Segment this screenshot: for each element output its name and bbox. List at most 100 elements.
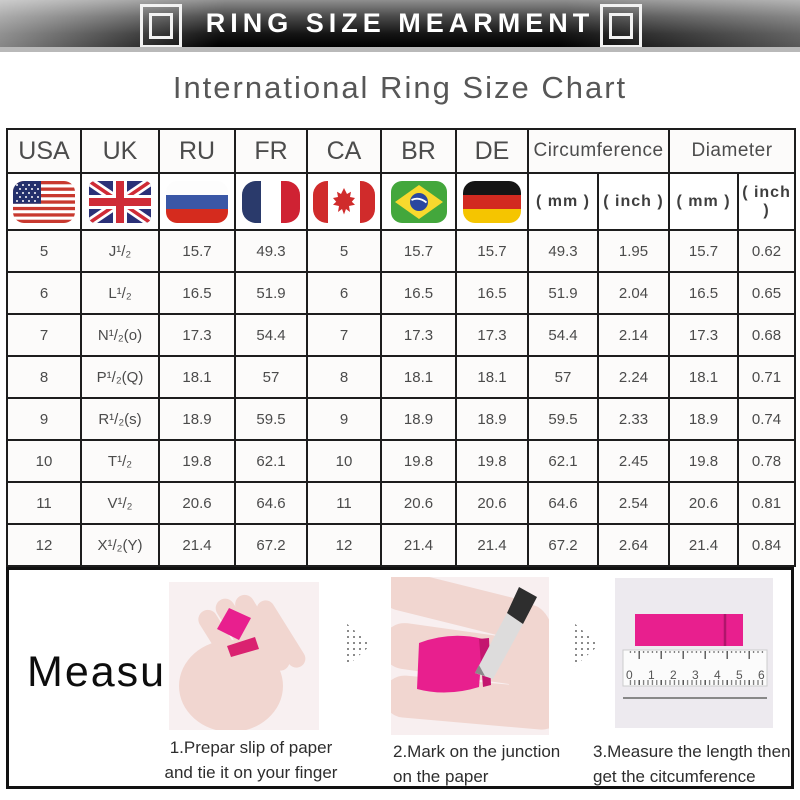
size-table-row: 5 J¹/₂ 15.7 49.3 5 15.7 15.7 49.3 1.95 1…: [6, 229, 797, 273]
pen-marking-junction-icon: [391, 577, 549, 735]
fr-size-cell: 62.1: [234, 439, 308, 483]
circumference-inch-cell: 2.64: [596, 523, 671, 567]
square-ornament-icon: [600, 4, 642, 48]
step3-caption-line1: 3.Measure the length then: [593, 742, 791, 761]
diameter-inch-cell: 0.65: [737, 271, 797, 315]
measure-instructions-box: Measure: [6, 567, 794, 789]
size-table-row: 8 P¹/₂(Q) 18.1 57 8 18.1 18.1 57 2.24 18…: [6, 355, 797, 399]
ca-size-cell: 8: [306, 355, 382, 399]
circumference-inch-cell: 2.45: [596, 439, 671, 483]
circumference-mm-cell: 57: [527, 355, 599, 399]
size-table-row: 11 V¹/₂ 20.6 64.6 11 20.6 20.6 64.6 2.54…: [6, 481, 797, 525]
fr-size-cell: 64.6: [234, 481, 308, 525]
diameter-mm-cell: 15.7: [668, 229, 740, 273]
canada-flag-cell: [306, 172, 382, 231]
step2-photo: [391, 577, 549, 735]
col-header-uk: UK: [80, 128, 160, 174]
uk-flag-icon: [89, 180, 151, 223]
canada-flag-icon: [313, 180, 375, 223]
size-table-row: 12 X¹/₂(Y) 21.4 67.2 12 21.4 21.4 67.2 2…: [6, 523, 797, 567]
diameter-mm-cell: 20.6: [668, 481, 740, 525]
br-size-cell: 19.8: [380, 439, 457, 483]
fr-size-cell: 59.5: [234, 397, 308, 441]
br-size-cell: 18.1: [380, 355, 457, 399]
brazil-flag-icon: [390, 180, 447, 223]
ru-size-cell: 21.4: [158, 523, 236, 567]
banner-title: RING SIZE MEARMENT: [205, 8, 595, 38]
circumference-inch-cell: 2.33: [596, 397, 671, 441]
ring-size-table: USA UK RU FR CA BR DE Circumference Diam…: [6, 128, 797, 567]
uk-size-cell: N¹/₂(o): [80, 313, 160, 357]
circumference-inch-cell: 1.95: [596, 229, 671, 273]
fr-size-cell: 57: [234, 355, 308, 399]
ca-size-cell: 10: [306, 439, 382, 483]
usa-size-cell: 9: [6, 397, 82, 441]
uk-size-cell: T¹/₂: [80, 439, 160, 483]
de-size-cell: 15.7: [455, 229, 529, 273]
circumference-mm-cell: 49.3: [527, 229, 599, 273]
ruler-number: 2: [670, 668, 677, 682]
ru-size-cell: 16.5: [158, 271, 236, 315]
col-header-de: DE: [455, 128, 529, 174]
diameter-inch-cell: 0.71: [737, 355, 797, 399]
circumference-mm-cell: 62.1: [527, 439, 599, 483]
diameter-inch-cell: 0.62: [737, 229, 797, 273]
br-size-cell: 16.5: [380, 271, 457, 315]
square-ornament-inner: [609, 13, 633, 39]
hand-with-paper-strip-icon: [169, 582, 319, 730]
usa-size-cell: 7: [6, 313, 82, 357]
uk-size-cell: V¹/₂: [80, 481, 160, 525]
step1-caption-line2: and tie it on your finger: [164, 762, 338, 782]
ca-size-cell: 9: [306, 397, 382, 441]
ruler-number: 5: [736, 668, 743, 682]
ca-size-cell: 12: [306, 523, 382, 567]
dotted-arrow-right-icon: [573, 622, 599, 668]
usa-size-cell: 8: [6, 355, 82, 399]
uk-flag-cell: [80, 172, 160, 231]
fr-size-cell: 49.3: [234, 229, 308, 273]
circumference-mm-cell: 54.4: [527, 313, 599, 357]
square-ornament-icon: [140, 4, 182, 48]
ruler-number: 3: [692, 668, 699, 682]
size-table-row: 6 L¹/₂ 16.5 51.9 6 16.5 16.5 51.9 2.04 1…: [6, 271, 797, 315]
circumference-mm-cell: 59.5: [527, 397, 599, 441]
col-header-ru: RU: [158, 128, 236, 174]
uk-size-cell: J¹/₂: [80, 229, 160, 273]
russia-flag-icon: [166, 180, 228, 223]
fr-size-cell: 67.2: [234, 523, 308, 567]
usa-flag-cell: [6, 172, 82, 231]
de-size-cell: 16.5: [455, 271, 529, 315]
step3-photo: 0 1 2 3 4 5 6: [615, 578, 773, 728]
dotted-arrow-right-icon: [345, 622, 371, 668]
diameter-mm-cell: 21.4: [668, 523, 740, 567]
de-size-cell: 19.8: [455, 439, 529, 483]
circumference-inch-cell: 2.14: [596, 313, 671, 357]
ruler-number: 6: [758, 668, 765, 682]
fr-size-cell: 51.9: [234, 271, 308, 315]
diameter-mm-unit: ( mm ): [668, 172, 740, 231]
br-size-cell: 20.6: [380, 481, 457, 525]
ru-size-cell: 17.3: [158, 313, 236, 357]
diameter-inch-cell: 0.78: [737, 439, 797, 483]
de-size-cell: 20.6: [455, 481, 529, 525]
diameter-mm-cell: 18.1: [668, 355, 740, 399]
de-size-cell: 17.3: [455, 313, 529, 357]
size-table-row: 7 N¹/₂(o) 17.3 54.4 7 17.3 17.3 54.4 2.1…: [6, 313, 797, 357]
top-banner: RING SIZE MEARMENT: [0, 0, 800, 47]
br-size-cell: 18.9: [380, 397, 457, 441]
page-title: International Ring Size Chart: [172, 70, 628, 105]
step1-caption-line1: 1.Prepar slip of paper: [169, 738, 333, 757]
step2-caption: 2.Mark on the junction on the paper: [393, 740, 623, 789]
ru-size-cell: 18.1: [158, 355, 236, 399]
ca-size-cell: 5: [306, 229, 382, 273]
header-row-flags: ( mm ) ( inch ) ( mm ) ( inch ): [6, 172, 797, 231]
size-table-body: 5 J¹/₂ 15.7 49.3 5 15.7 15.7 49.3 1.95 1…: [6, 229, 797, 567]
square-ornament-inner: [149, 13, 173, 39]
ca-size-cell: 11: [306, 481, 382, 525]
step2-caption-line1: 2.Mark on the junction: [393, 742, 561, 761]
ca-size-cell: 7: [306, 313, 382, 357]
br-size-cell: 17.3: [380, 313, 457, 357]
step1-photo: [169, 582, 319, 730]
circumference-inch-cell: 2.04: [596, 271, 671, 315]
